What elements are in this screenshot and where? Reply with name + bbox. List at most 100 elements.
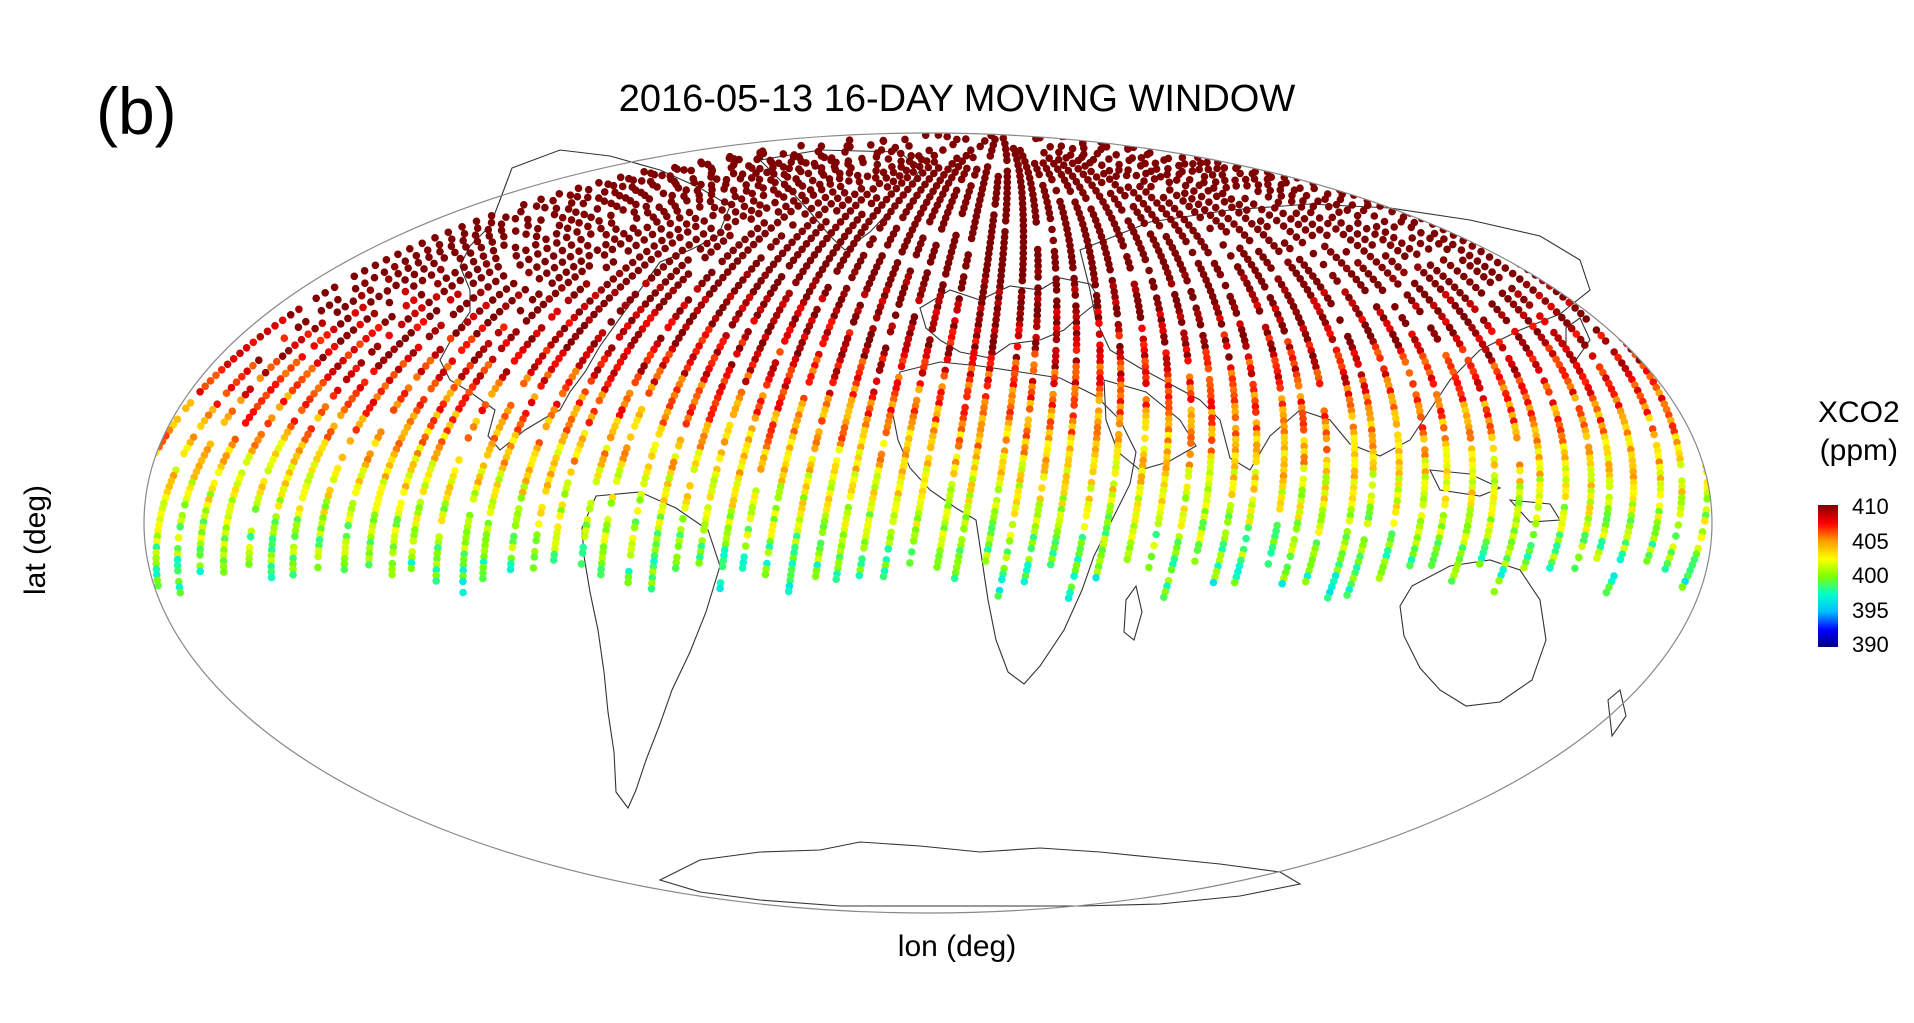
sounding-dot [693, 285, 702, 293]
sounding-dot [607, 219, 616, 227]
sounding-dot [478, 324, 487, 333]
sounding-dot [761, 229, 769, 238]
sounding-dot [1117, 375, 1125, 384]
sounding-dot [1240, 250, 1248, 258]
sounding-dot [570, 291, 578, 299]
sounding-dot [1039, 473, 1048, 481]
sounding-dot [1142, 374, 1150, 382]
sounding-dot [948, 173, 956, 182]
sounding-dot [1536, 312, 1544, 320]
sounding-dot [818, 528, 827, 537]
sounding-dot [1416, 307, 1424, 316]
sounding-dot [858, 210, 866, 219]
sounding-dot [263, 327, 272, 336]
sounding-dot [1561, 465, 1570, 473]
sounding-dot [1593, 275, 1602, 284]
sounding-dot [1228, 203, 1236, 212]
sounding-dot [1468, 483, 1477, 492]
sounding-dot [1427, 324, 1435, 332]
sounding-dot [1728, 490, 1736, 498]
sounding-dot [435, 240, 444, 249]
sounding-dot [1528, 237, 1536, 245]
sounding-dot [397, 395, 405, 403]
sounding-dot [1343, 206, 1352, 214]
sounding-dot [417, 290, 426, 299]
sounding-dot [1552, 355, 1560, 364]
sounding-dot [477, 288, 485, 297]
sounding-dot [1095, 330, 1104, 339]
sounding-dot [1066, 187, 1075, 195]
sounding-dot [1144, 205, 1152, 213]
sounding-dot [1421, 479, 1429, 487]
sounding-dot [1571, 394, 1579, 402]
sounding-dot [1525, 301, 1534, 309]
sounding-dot [1115, 166, 1123, 174]
sounding-dot [1219, 241, 1227, 249]
sounding-dot [472, 217, 481, 226]
sounding-dot [851, 190, 859, 199]
sounding-dot [1092, 291, 1101, 300]
sounding-dot [641, 261, 649, 269]
sounding-dot [365, 555, 373, 563]
sounding-dot [229, 355, 238, 363]
sounding-dot [1324, 219, 1332, 228]
sounding-dot [1213, 164, 1221, 173]
sounding-dot [793, 233, 801, 241]
sounding-dot [682, 323, 690, 331]
sounding-dot [450, 383, 458, 392]
sounding-dot [1471, 305, 1479, 314]
sounding-dot [336, 320, 345, 328]
sounding-dot [1067, 428, 1076, 437]
sounding-dot [1475, 334, 1483, 343]
sounding-dot [609, 275, 618, 283]
sounding-dot [901, 135, 909, 144]
sounding-dot [254, 356, 263, 365]
sounding-dot [1603, 317, 1611, 326]
sounding-dot [1437, 216, 1446, 224]
sounding-dot [886, 327, 895, 336]
sounding-dot [153, 537, 161, 546]
sounding-dot [616, 240, 625, 248]
sounding-dot [1676, 460, 1685, 469]
sounding-dot [1367, 426, 1376, 434]
sounding-dot [1678, 583, 1687, 591]
sounding-dot [1427, 561, 1436, 570]
sounding-dot [1395, 475, 1403, 483]
sounding-dot [1309, 249, 1318, 258]
sounding-dot [1017, 183, 1026, 191]
sounding-dot [602, 240, 610, 249]
sounding-dot [814, 245, 823, 254]
sounding-dot [706, 197, 715, 206]
sounding-dot [653, 268, 662, 277]
sounding-dot [473, 329, 481, 338]
sounding-dot [251, 505, 260, 513]
sounding-dot [1381, 228, 1390, 236]
sounding-dot [629, 224, 637, 232]
sounding-dot [809, 216, 817, 225]
sounding-dot [420, 395, 428, 404]
sounding-dot [1353, 241, 1362, 250]
sounding-dot [460, 550, 469, 558]
sounding-dot [727, 164, 736, 172]
sounding-dot [876, 224, 884, 232]
sounding-dot [464, 271, 473, 279]
sounding-dot [1068, 423, 1076, 431]
sounding-dot [1466, 299, 1474, 308]
sounding-dot [1724, 446, 1732, 454]
sounding-dot [1656, 480, 1665, 488]
sounding-dot [352, 389, 360, 398]
sounding-dot [1184, 472, 1193, 481]
sounding-dot [446, 334, 455, 343]
sounding-dot [1378, 263, 1386, 272]
sounding-dot [1286, 227, 1294, 236]
sounding-dot [494, 328, 503, 337]
sounding-dot [484, 225, 493, 234]
sounding-dot [1370, 188, 1379, 197]
sounding-dot [1394, 436, 1403, 445]
sounding-dot [840, 232, 849, 241]
sounding-dot [1138, 462, 1147, 470]
sounding-dot [1292, 233, 1301, 241]
sounding-dot [909, 197, 918, 205]
sounding-dot [523, 374, 532, 382]
sounding-dot [1369, 448, 1377, 456]
